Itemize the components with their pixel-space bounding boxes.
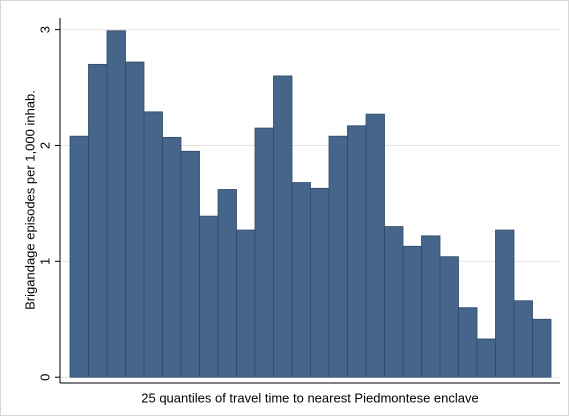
y-axis-label: Brigandage episodes per 1,000 inhab. [22, 90, 37, 310]
bar [180, 150, 200, 378]
bar [199, 215, 219, 378]
bar [532, 318, 552, 378]
y-tick-label: 0 [37, 374, 52, 381]
bar [236, 229, 256, 378]
bar [291, 182, 311, 378]
bar [254, 127, 274, 378]
bar [273, 75, 293, 378]
bar [384, 226, 404, 378]
x-axis-label: 25 quantiles of travel time to nearest P… [141, 390, 478, 405]
bar [495, 229, 515, 378]
bar [106, 30, 126, 378]
bar [125, 61, 145, 378]
bar [439, 256, 459, 378]
bar [476, 338, 496, 378]
bar [328, 135, 348, 378]
y-tick-label: 3 [37, 26, 52, 33]
y-tick-label: 2 [37, 142, 52, 149]
bar [162, 136, 182, 378]
bar [217, 189, 237, 378]
bar [402, 245, 422, 378]
bar [88, 63, 108, 378]
bar [143, 111, 163, 378]
bar [69, 135, 89, 378]
bar [347, 125, 367, 378]
y-tick-label: 1 [37, 258, 52, 265]
bar [513, 300, 533, 378]
bar [421, 235, 441, 378]
bar [310, 187, 330, 378]
bar [365, 113, 385, 378]
bar [458, 307, 478, 378]
